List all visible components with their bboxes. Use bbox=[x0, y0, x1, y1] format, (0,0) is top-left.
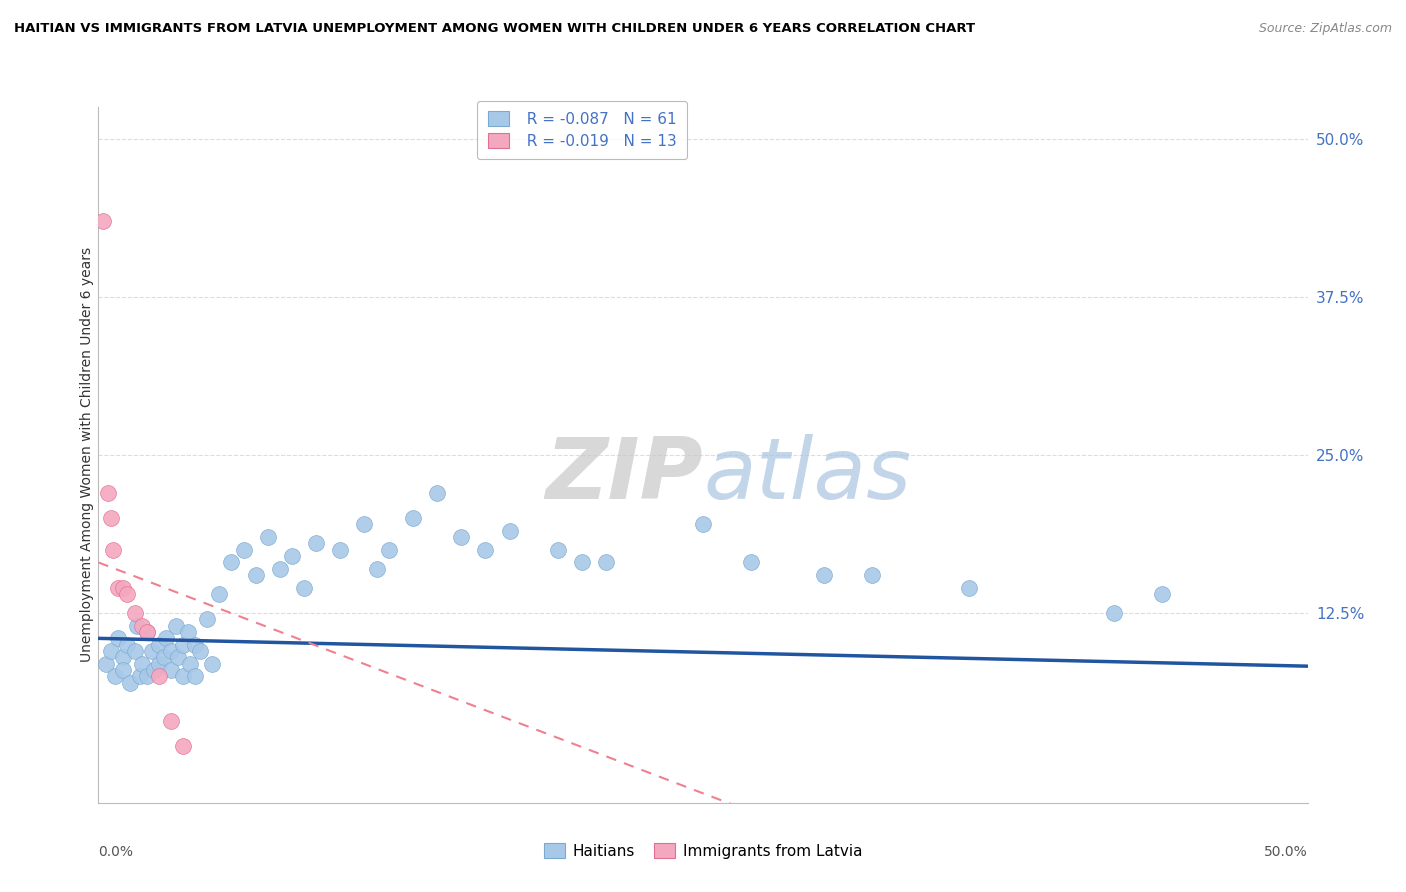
Point bbox=[269, 562, 291, 576]
Point bbox=[353, 517, 375, 532]
Point bbox=[1102, 606, 1125, 620]
Point bbox=[148, 657, 170, 671]
Point bbox=[172, 669, 194, 683]
Point bbox=[305, 536, 328, 550]
Point bbox=[117, 587, 139, 601]
Point bbox=[118, 675, 141, 690]
Text: HAITIAN VS IMMIGRANTS FROM LATVIA UNEMPLOYMENT AMONG WOMEN WITH CHILDREN UNDER 6: HAITIAN VS IMMIGRANTS FROM LATVIA UNEMPL… bbox=[14, 22, 976, 36]
Point bbox=[402, 511, 425, 525]
Point bbox=[124, 606, 146, 620]
Point bbox=[172, 739, 194, 753]
Point bbox=[135, 625, 157, 640]
Point bbox=[366, 562, 388, 576]
Point bbox=[1152, 587, 1174, 601]
Point bbox=[148, 638, 170, 652]
Point bbox=[128, 669, 150, 683]
Point bbox=[127, 618, 149, 632]
Point bbox=[426, 486, 449, 500]
Point bbox=[104, 669, 127, 683]
Point bbox=[131, 618, 153, 632]
Point bbox=[155, 632, 177, 646]
Point bbox=[172, 638, 194, 652]
Point bbox=[107, 581, 129, 595]
Point bbox=[141, 644, 163, 658]
Point bbox=[124, 644, 146, 658]
Point bbox=[281, 549, 304, 563]
Point bbox=[232, 542, 254, 557]
Point bbox=[740, 556, 762, 570]
Point bbox=[100, 511, 122, 525]
Point bbox=[498, 524, 520, 538]
Point bbox=[143, 663, 166, 677]
Point bbox=[111, 581, 134, 595]
Point bbox=[117, 638, 139, 652]
Point bbox=[221, 556, 243, 570]
Point bbox=[450, 530, 472, 544]
Point bbox=[160, 714, 183, 728]
Point bbox=[547, 542, 569, 557]
Point bbox=[94, 657, 117, 671]
Point bbox=[571, 556, 593, 570]
Point bbox=[107, 632, 129, 646]
Point bbox=[957, 581, 980, 595]
Text: 50.0%: 50.0% bbox=[1264, 845, 1308, 858]
Point bbox=[860, 568, 883, 582]
Legend: Haitians, Immigrants from Latvia: Haitians, Immigrants from Latvia bbox=[537, 837, 869, 864]
Point bbox=[135, 625, 157, 640]
Point bbox=[201, 657, 224, 671]
Point bbox=[100, 644, 122, 658]
Point bbox=[148, 669, 170, 683]
Point bbox=[208, 587, 231, 601]
Point bbox=[111, 663, 134, 677]
Y-axis label: Unemployment Among Women with Children Under 6 years: Unemployment Among Women with Children U… bbox=[80, 247, 94, 663]
Point bbox=[160, 663, 183, 677]
Point bbox=[813, 568, 835, 582]
Text: 0.0%: 0.0% bbox=[98, 845, 134, 858]
Point bbox=[692, 517, 714, 532]
Point bbox=[245, 568, 267, 582]
Point bbox=[184, 669, 207, 683]
Point bbox=[101, 542, 124, 557]
Text: ZIP: ZIP bbox=[546, 434, 703, 517]
Point bbox=[377, 542, 399, 557]
Point bbox=[595, 556, 617, 570]
Point bbox=[474, 542, 496, 557]
Point bbox=[97, 486, 120, 500]
Text: Source: ZipAtlas.com: Source: ZipAtlas.com bbox=[1258, 22, 1392, 36]
Point bbox=[188, 644, 211, 658]
Point bbox=[160, 644, 183, 658]
Point bbox=[167, 650, 190, 665]
Text: atlas: atlas bbox=[703, 434, 911, 517]
Point bbox=[179, 657, 201, 671]
Point bbox=[111, 650, 134, 665]
Point bbox=[292, 581, 315, 595]
Point bbox=[165, 618, 187, 632]
Point bbox=[91, 214, 114, 228]
Point bbox=[184, 638, 207, 652]
Point bbox=[152, 650, 174, 665]
Point bbox=[135, 669, 157, 683]
Point bbox=[177, 625, 200, 640]
Point bbox=[195, 612, 218, 626]
Point bbox=[131, 657, 153, 671]
Point bbox=[329, 542, 352, 557]
Point bbox=[256, 530, 278, 544]
